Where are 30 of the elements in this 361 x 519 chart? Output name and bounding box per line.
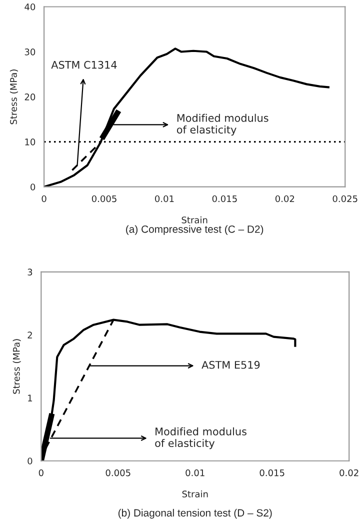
- x-tick-label: 0.005: [106, 469, 130, 476]
- x-tick-label: 0.01: [186, 469, 204, 476]
- y-tick-label: 3: [28, 268, 32, 276]
- text: (a) Compressive test (C – D2): [126, 225, 264, 235]
- annotation: Modified modulus of elasticity: [155, 427, 246, 450]
- y-axis-title: Stress (MPa): [10, 70, 18, 124]
- annotation: Modified modulus of elasticity: [176, 114, 268, 136]
- x-tick-label: 0.02: [275, 195, 294, 202]
- x-axis-title: Strain: [182, 490, 208, 498]
- y-tick-label: 1: [28, 394, 32, 402]
- text: (b) Diagonal tension test (D – S2): [118, 508, 272, 519]
- y-tick-label: 30: [24, 48, 36, 56]
- y-tick-label: 0: [28, 458, 32, 464]
- x-tick-label: 0.005: [92, 195, 116, 202]
- y-tick-label: 0: [30, 184, 36, 190]
- x-axis-title: Strain: [182, 216, 208, 224]
- x-tick-label: 0: [42, 195, 46, 202]
- x-tick-label: 0.025: [332, 195, 358, 202]
- y-tick-label: 10: [25, 138, 36, 146]
- y-tick-label: 20: [24, 94, 36, 100]
- x-tick-label: 0.01: [155, 195, 174, 202]
- x-tick-label: 0.015: [212, 195, 237, 202]
- y-tick-label: 2: [28, 332, 32, 338]
- x-tick-label: 0.02: [340, 469, 358, 476]
- x-tick-label: 0: [38, 469, 44, 476]
- x-tick-label: 0.015: [260, 469, 284, 476]
- annotation: ASTM C1314: [51, 60, 117, 69]
- annotation: ASTM E519: [202, 360, 260, 369]
- y-axis-title: Stress (MPa): [12, 339, 21, 394]
- y-tick-label: 40: [24, 3, 36, 10]
